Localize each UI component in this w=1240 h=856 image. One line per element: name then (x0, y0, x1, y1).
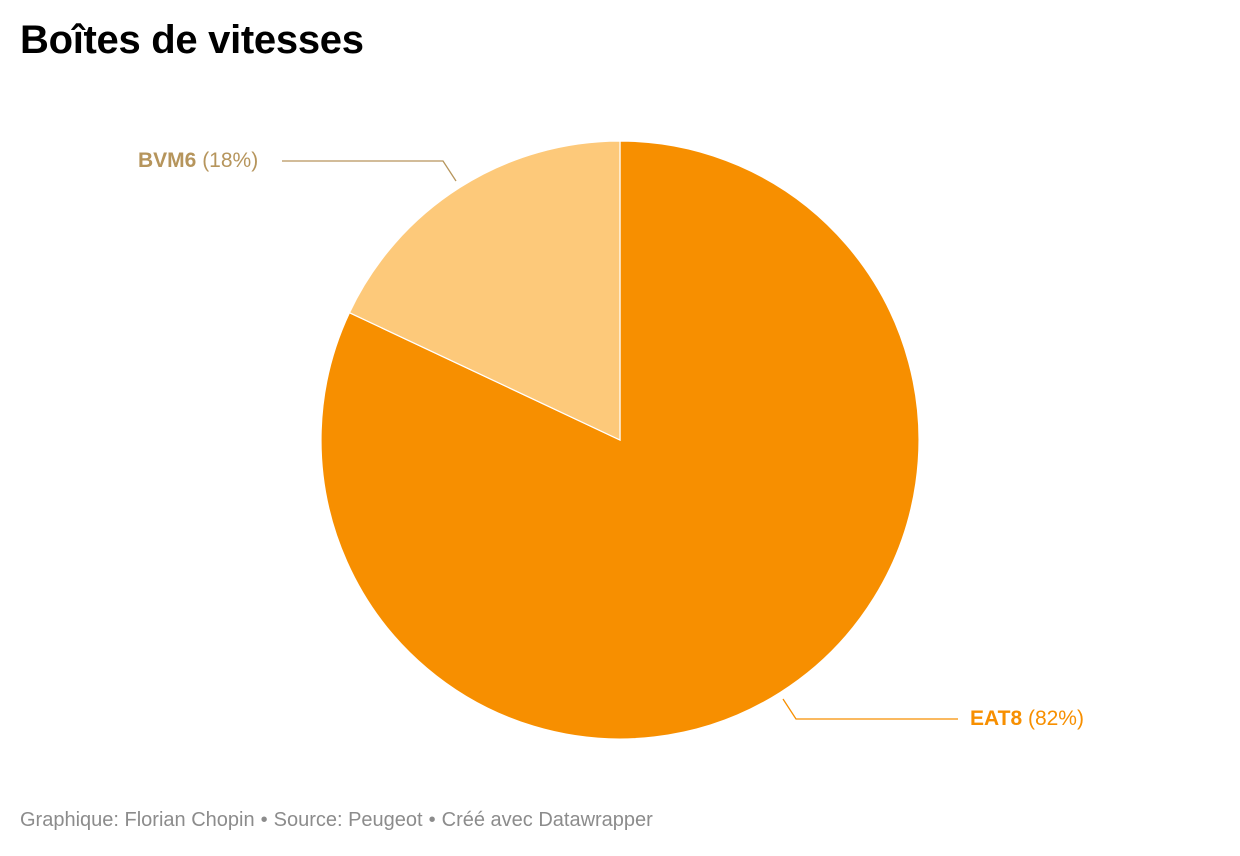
slice-label-name: EAT8 (970, 707, 1022, 730)
chart-title: Boîtes de vitesses (20, 18, 364, 62)
leader-line-bvm6 (282, 160, 457, 182)
slice-label-percent: (18%) (196, 149, 258, 172)
slice-label-name: BVM6 (138, 149, 196, 172)
slice-label-bvm6: BVM6 (18%) (138, 149, 258, 172)
slice-label-percent: (82%) (1022, 707, 1084, 730)
pie-slice-bvm6 (348, 140, 621, 441)
footer-separator: • (428, 809, 436, 831)
pie-slice-eat8 (320, 140, 920, 740)
source-text: Source: Peugeot (273, 809, 423, 831)
chart-footer: Graphique: Florian Chopin • Source: Peugeo… (20, 809, 653, 832)
slice-label-eat8: EAT8 (82%) (970, 707, 1084, 730)
leader-line-eat8 (782, 698, 958, 720)
footer-separator: • (260, 809, 268, 831)
credit-text: Graphique: Florian Chopin (20, 809, 255, 831)
made-with-link[interactable]: Créé avec Datawrapper (441, 809, 653, 831)
